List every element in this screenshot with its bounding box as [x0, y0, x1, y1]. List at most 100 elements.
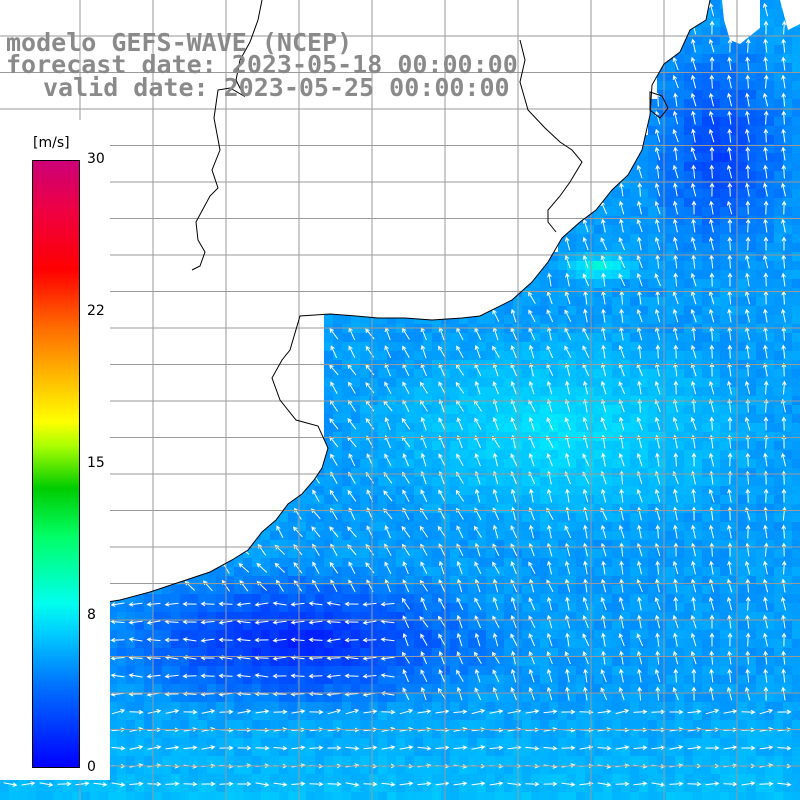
field-cell	[432, 549, 441, 558]
field-cell	[756, 54, 765, 63]
field-cell	[630, 423, 639, 432]
field-cell	[765, 756, 774, 765]
field-cell	[315, 729, 324, 738]
field-cell	[324, 441, 333, 450]
field-cell	[774, 81, 783, 90]
field-cell	[180, 612, 189, 621]
field-cell	[252, 675, 261, 684]
field-cell	[351, 747, 360, 756]
field-cell	[630, 765, 639, 774]
field-cell	[432, 684, 441, 693]
field-cell	[702, 693, 711, 702]
field-cell	[738, 90, 747, 99]
field-cell	[387, 558, 396, 567]
field-cell	[792, 477, 800, 486]
field-cell	[612, 306, 621, 315]
wind-arrow	[384, 381, 392, 394]
field-cell	[729, 612, 738, 621]
field-cell	[369, 540, 378, 549]
field-cell	[450, 630, 459, 639]
wind-arrow	[510, 453, 518, 467]
field-cell	[423, 495, 432, 504]
field-cell	[486, 423, 495, 432]
field-cell	[531, 432, 540, 441]
field-cell	[342, 369, 351, 378]
wind-arrow	[781, 236, 787, 251]
field-cell	[765, 423, 774, 432]
field-cell	[468, 720, 477, 729]
field-cell	[360, 549, 369, 558]
field-cell	[369, 495, 378, 504]
field-cell	[333, 486, 342, 495]
field-cell	[162, 765, 171, 774]
field-cell	[387, 315, 396, 324]
field-cell	[540, 576, 549, 585]
field-cell	[171, 630, 180, 639]
field-cell	[252, 540, 261, 549]
field-cell	[387, 648, 396, 657]
field-cell	[693, 162, 702, 171]
wind-arrow	[690, 272, 697, 287]
field-cell	[378, 612, 387, 621]
wind-arrow	[348, 453, 356, 467]
field-cell	[477, 558, 486, 567]
field-cell	[684, 117, 693, 126]
field-cell	[342, 468, 351, 477]
field-cell	[387, 333, 396, 342]
field-cell	[459, 756, 468, 765]
field-cell	[639, 765, 648, 774]
field-cell	[639, 378, 648, 387]
field-cell	[117, 720, 126, 729]
field-cell	[360, 711, 369, 720]
wind-arrow	[727, 380, 732, 395]
field-cell	[558, 369, 567, 378]
field-cell	[378, 459, 387, 468]
field-cell	[270, 711, 279, 720]
field-cell	[693, 549, 702, 558]
field-cell	[342, 378, 351, 387]
field-cell	[585, 342, 594, 351]
field-cell	[657, 477, 666, 486]
wind-arrow	[636, 452, 643, 467]
field-cell	[576, 414, 585, 423]
field-cell	[162, 774, 171, 783]
field-cell	[144, 684, 153, 693]
field-cell	[747, 639, 756, 648]
field-cell	[756, 378, 765, 387]
field-cell	[477, 747, 486, 756]
field-cell	[351, 558, 360, 567]
wind-arrow	[781, 164, 787, 179]
field-cell	[693, 621, 702, 630]
field-cell	[396, 333, 405, 342]
field-cell	[792, 783, 800, 792]
field-cell	[783, 693, 792, 702]
field-cell	[675, 252, 684, 261]
field-cell	[702, 432, 711, 441]
field-cell	[684, 585, 693, 594]
field-cell	[774, 54, 783, 63]
field-cell	[405, 369, 414, 378]
field-cell	[369, 603, 378, 612]
wind-arrow	[763, 200, 769, 215]
field-cell	[666, 63, 675, 72]
field-cell	[549, 711, 558, 720]
field-cell	[414, 522, 423, 531]
field-cell	[378, 531, 387, 540]
field-cell	[711, 279, 720, 288]
field-cell	[423, 711, 432, 720]
wind-arrow	[654, 380, 661, 395]
field-cell	[549, 774, 558, 783]
field-cell	[315, 585, 324, 594]
field-cell	[486, 486, 495, 495]
field-cell	[486, 729, 495, 738]
field-cell	[171, 765, 180, 774]
field-cell	[522, 432, 531, 441]
field-cell	[279, 540, 288, 549]
wind-arrow	[618, 362, 625, 377]
field-cell	[711, 99, 720, 108]
field-cell	[585, 531, 594, 540]
field-cell	[756, 531, 765, 540]
field-cell	[306, 738, 315, 747]
field-cell	[630, 495, 639, 504]
field-cell	[603, 549, 612, 558]
